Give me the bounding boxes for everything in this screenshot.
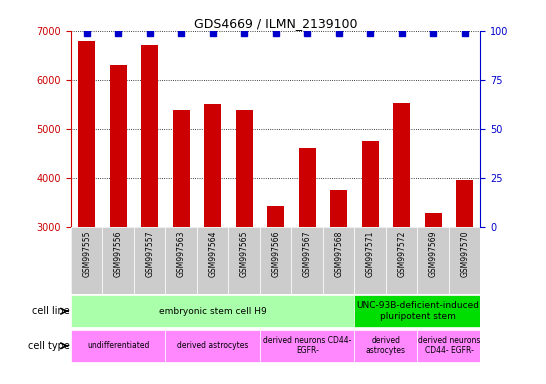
Bar — [71, 295, 354, 328]
Text: GSM997569: GSM997569 — [429, 230, 438, 277]
Text: GSM997568: GSM997568 — [334, 230, 343, 276]
Bar — [425, 213, 442, 227]
Text: GSM997563: GSM997563 — [177, 230, 186, 277]
Bar — [228, 227, 260, 294]
Bar — [267, 206, 284, 227]
Bar — [165, 329, 260, 362]
Text: GSM997555: GSM997555 — [82, 230, 91, 277]
Text: GSM997565: GSM997565 — [240, 230, 249, 277]
Bar — [134, 227, 165, 294]
Text: derived
astrocytes: derived astrocytes — [366, 336, 406, 356]
Bar — [354, 227, 386, 294]
Bar — [386, 227, 418, 294]
Bar — [292, 227, 323, 294]
Text: derived neurons
CD44- EGFR-: derived neurons CD44- EGFR- — [418, 336, 480, 356]
Text: GSM997567: GSM997567 — [302, 230, 312, 277]
Bar — [418, 227, 449, 294]
Bar — [361, 141, 379, 227]
Text: GSM997570: GSM997570 — [460, 230, 469, 277]
Bar — [165, 227, 197, 294]
Bar — [456, 180, 473, 227]
Text: cell line: cell line — [32, 306, 69, 316]
Bar — [173, 110, 190, 227]
Bar — [418, 329, 480, 362]
Bar — [354, 295, 480, 328]
Bar — [110, 65, 127, 227]
Bar — [71, 329, 165, 362]
Text: GSM997556: GSM997556 — [114, 230, 123, 277]
Bar — [141, 45, 158, 227]
Bar — [260, 227, 292, 294]
Bar — [71, 227, 103, 294]
Text: embryonic stem cell H9: embryonic stem cell H9 — [159, 307, 266, 316]
Text: GSM997557: GSM997557 — [145, 230, 154, 277]
Text: UNC-93B-deficient-induced
pluripotent stem: UNC-93B-deficient-induced pluripotent st… — [356, 301, 479, 321]
Bar — [354, 329, 418, 362]
Bar — [299, 149, 316, 227]
Title: GDS4669 / ILMN_2139100: GDS4669 / ILMN_2139100 — [194, 17, 358, 30]
Text: GSM997566: GSM997566 — [271, 230, 280, 277]
Text: cell type: cell type — [27, 341, 69, 351]
Bar — [260, 329, 354, 362]
Bar — [235, 110, 253, 227]
Text: derived astrocytes: derived astrocytes — [177, 341, 248, 350]
Bar — [197, 227, 228, 294]
Bar — [204, 104, 221, 227]
Bar — [103, 227, 134, 294]
Text: GSM997564: GSM997564 — [208, 230, 217, 277]
Bar — [330, 190, 347, 227]
Text: derived neurons CD44-
EGFR-: derived neurons CD44- EGFR- — [263, 336, 352, 356]
Bar — [323, 227, 354, 294]
Bar — [393, 103, 411, 227]
Text: undifferentiated: undifferentiated — [87, 341, 150, 350]
Bar — [449, 227, 480, 294]
Text: GSM997571: GSM997571 — [366, 230, 375, 276]
Text: GSM997572: GSM997572 — [397, 230, 406, 276]
Bar — [78, 41, 96, 227]
